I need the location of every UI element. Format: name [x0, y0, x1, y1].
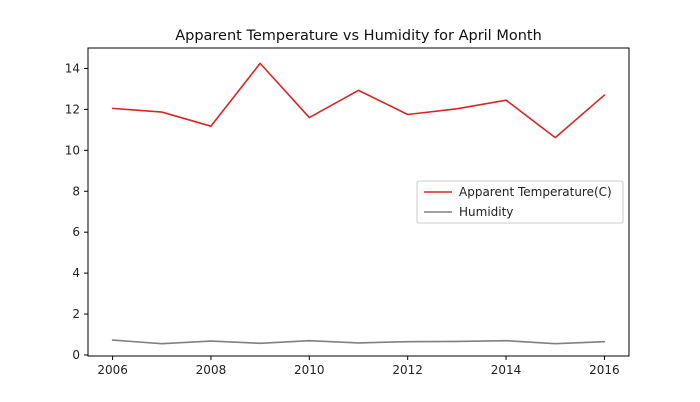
axes-frame	[87, 47, 630, 357]
series-line-humidity	[111, 339, 606, 345]
y-tick-label: 0	[72, 348, 80, 362]
series-line-apparent-temperature	[111, 62, 606, 139]
x-tick-label: 2010	[294, 363, 325, 377]
x-tick-label: 2012	[392, 363, 423, 377]
y-tick-label: 4	[72, 266, 80, 280]
legend-label-apparent-temperature: Apparent Temperature(C)	[459, 185, 612, 199]
legend-label-humidity: Humidity	[459, 205, 513, 219]
y-tick-label: 10	[65, 143, 80, 157]
x-tick-label: 2006	[97, 363, 128, 377]
chart-title: Apparent Temperature vs Humidity for Apr…	[175, 28, 542, 44]
legend-box	[416, 180, 624, 224]
plot-area: 2006 2008 2010 2012 2014 2016 0 2 4 6 8 10 12 14	[65, 47, 630, 377]
y-tick-label: 2	[72, 307, 80, 321]
y-tick-label: 8	[72, 184, 80, 198]
y-tick-label: 6	[72, 225, 80, 239]
y-tick-label: 12	[65, 102, 80, 116]
x-tick-label: 2016	[589, 363, 620, 377]
x-tick-label: 2008	[196, 363, 227, 377]
x-tick-label: 2014	[491, 363, 522, 377]
y-tick-label: 14	[65, 61, 80, 75]
legend: Apparent Temperature(C) Humidity	[416, 180, 624, 224]
